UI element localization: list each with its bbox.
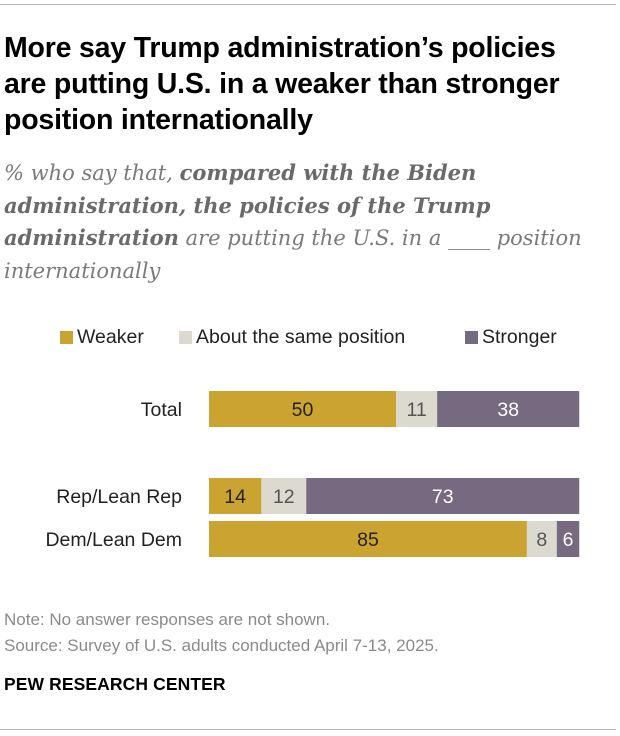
bar-dem-lean-dem-stronger xyxy=(556,521,580,557)
value-label-rep-lean-rep-about-the-same-position: 12 xyxy=(273,486,295,508)
value-label-total-weaker: 50 xyxy=(292,399,314,421)
category-label-rep-lean-rep: Rep/Lean Rep xyxy=(56,486,182,508)
bar-total-about-the-same-position xyxy=(396,391,438,427)
legend: Weaker About the same position Stronger xyxy=(0,324,620,350)
value-label-dem-lean-dem-stronger: 6 xyxy=(563,529,574,551)
value-label-dem-lean-dem-about-the-same-position: 8 xyxy=(536,529,547,551)
legend-item-weaker: Weaker xyxy=(60,324,144,350)
value-label-dem-lean-dem-weaker: 85 xyxy=(357,529,379,551)
top-rule xyxy=(0,4,616,5)
legend-item-stronger: Stronger xyxy=(465,324,557,350)
bottom-rule xyxy=(0,729,616,730)
bar-rep-lean-rep-weaker xyxy=(209,478,262,514)
subtitle-intro: % who say that, xyxy=(4,161,180,185)
legend-label-same: About the same position xyxy=(196,325,406,348)
category-label-total: Total xyxy=(141,399,182,421)
bar-rep-lean-rep-stronger xyxy=(306,478,580,514)
category-label-dem-lean-dem: Dem/Lean Dem xyxy=(45,529,182,551)
chart-title: More say Trump administration’s policies… xyxy=(4,32,560,136)
bar-total-stronger xyxy=(437,391,580,427)
subtitle-emphasis: compared with the Biden administration, … xyxy=(4,160,491,250)
legend-label-stronger: Stronger xyxy=(482,325,557,348)
subtitle-outro: are putting the U.S. in a ____ position … xyxy=(4,226,582,283)
note-text: Note: No answer responses are not shown. xyxy=(4,610,331,629)
brand-logo-text: PEW RESEARCH CENTER xyxy=(4,674,226,694)
bar-total-weaker xyxy=(209,391,396,427)
legend-item-same: About the same position xyxy=(179,324,405,350)
bar-rep-lean-rep-about-the-same-position xyxy=(261,478,307,514)
value-label-rep-lean-rep-stronger: 73 xyxy=(432,486,454,508)
chart-subtitle: % who say that, compared with the Biden … xyxy=(4,157,616,287)
value-label-rep-lean-rep-weaker: 14 xyxy=(224,486,246,508)
bar-dem-lean-dem-about-the-same-position xyxy=(526,521,557,557)
legend-swatch-same xyxy=(179,330,192,344)
legend-label-weaker: Weaker xyxy=(77,325,144,348)
legend-swatch-weaker xyxy=(60,330,73,344)
value-label-total-about-the-same-position: 11 xyxy=(406,399,426,421)
legend-swatch-stronger xyxy=(465,330,478,344)
notes: Note: No answer responses are not shown.… xyxy=(4,607,439,659)
source-text: Source: Survey of U.S. adults conducted … xyxy=(4,636,439,655)
bar-dem-lean-dem-weaker xyxy=(209,521,527,557)
value-label-total-stronger: 38 xyxy=(497,399,519,421)
